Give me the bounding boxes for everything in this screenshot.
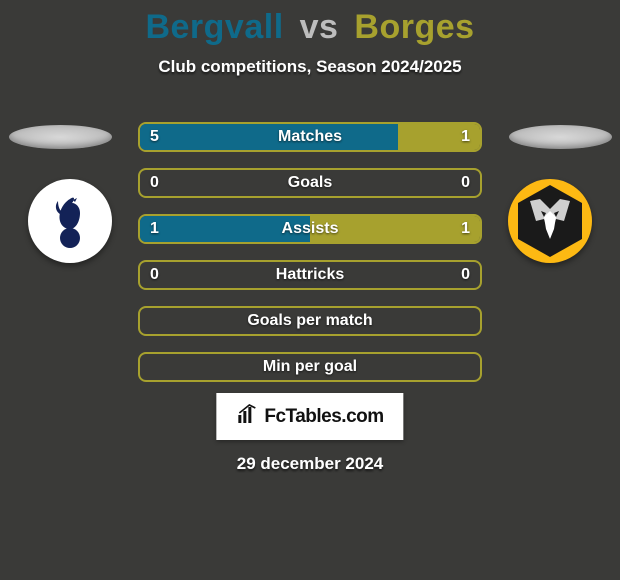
subtitle: Club competitions, Season 2024/2025: [0, 57, 620, 77]
stat-fill-left: [140, 124, 398, 150]
stat-value-right: 1: [461, 128, 470, 146]
title-left-player: Bergvall: [145, 8, 283, 46]
title-vs: vs: [300, 8, 339, 46]
stat-value-left: 0: [150, 174, 159, 192]
comparison-title: Bergvall vs Borges: [0, 0, 620, 47]
stat-value-right: 1: [461, 220, 470, 238]
brand-box: FcTables.com: [216, 393, 403, 440]
stat-value-right: 0: [461, 266, 470, 284]
stat-label: Assists: [282, 220, 339, 238]
stat-row: Goals per match: [138, 306, 482, 336]
stat-label: Goals per match: [247, 312, 372, 330]
stat-value-left: 0: [150, 266, 159, 284]
stat-label: Matches: [278, 128, 342, 146]
player-shadow-left: [9, 125, 112, 149]
player-shadow-right: [509, 125, 612, 149]
stat-row: 1 1 Assists: [138, 214, 482, 244]
stat-row: Min per goal: [138, 352, 482, 382]
stat-label: Goals: [288, 174, 332, 192]
title-right-player: Borges: [354, 8, 474, 46]
date-line: 29 december 2024: [237, 454, 384, 474]
wolves-icon: [508, 179, 592, 263]
stat-value-right: 0: [461, 174, 470, 192]
stat-label: Hattricks: [276, 266, 344, 284]
stat-label: Min per goal: [263, 358, 357, 376]
brand-text: FcTables.com: [264, 406, 383, 428]
stat-row: 0 0 Goals: [138, 168, 482, 198]
stats-block: 5 1 Matches 0 0 Goals 1 1 Assists 0 0 Hattricks Goal…: [138, 122, 482, 398]
club-badge-left: [28, 179, 112, 263]
stat-value-left: 1: [150, 220, 159, 238]
stat-row: 0 0 Hattricks: [138, 260, 482, 290]
stat-value-left: 5: [150, 128, 159, 146]
fctables-icon: [236, 403, 258, 430]
stat-row: 5 1 Matches: [138, 122, 482, 152]
tottenham-icon: [40, 191, 100, 251]
club-badge-right: [508, 179, 592, 263]
